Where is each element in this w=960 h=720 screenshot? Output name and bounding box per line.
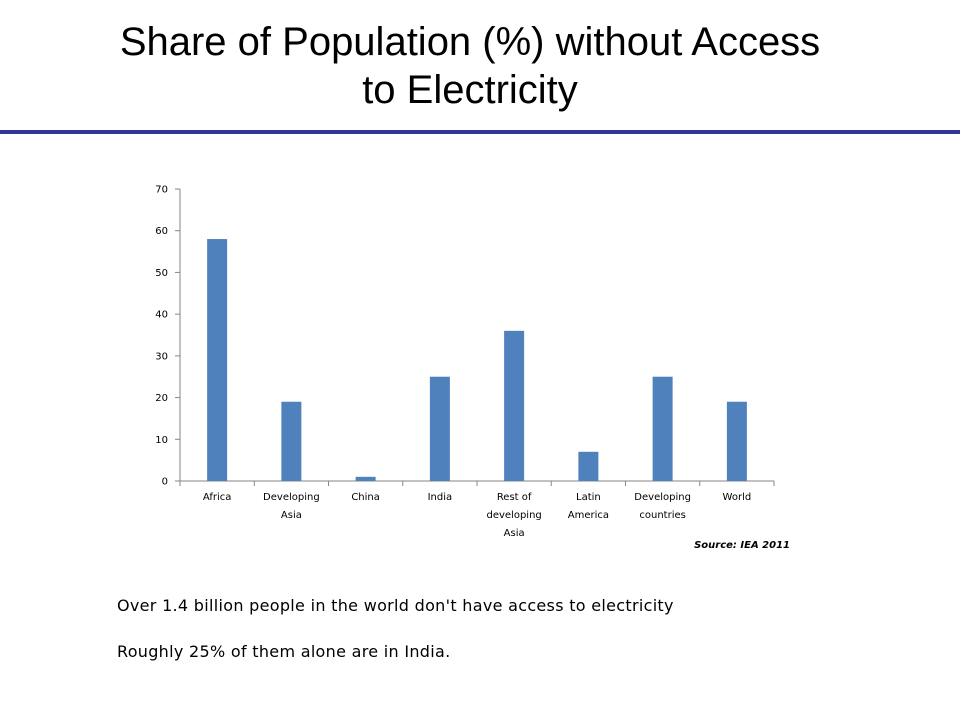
y-tick-label: 0 bbox=[162, 477, 168, 488]
slide-title: Share of Population (%) without Access t… bbox=[0, 18, 940, 114]
bar bbox=[281, 401, 302, 481]
y-tick-label: 70 bbox=[155, 185, 168, 196]
x-category-label: America bbox=[568, 510, 609, 521]
x-category-label: World bbox=[723, 492, 752, 503]
x-category-label: Asia bbox=[504, 528, 525, 539]
x-category-label: countries bbox=[639, 510, 685, 521]
x-category-label: China bbox=[351, 492, 380, 503]
x-category-label: Developing bbox=[634, 492, 691, 503]
x-category-label: Latin bbox=[576, 492, 601, 503]
x-category-label: Rest of bbox=[497, 492, 532, 503]
x-category-label: Africa bbox=[203, 492, 232, 503]
x-category-label: India bbox=[428, 492, 453, 503]
note-india: Roughly 25% of them alone are in India. bbox=[117, 642, 451, 661]
y-tick-label: 50 bbox=[155, 268, 168, 279]
y-tick-label: 30 bbox=[155, 351, 168, 362]
y-tick-label: 40 bbox=[155, 310, 168, 321]
bar bbox=[726, 401, 747, 481]
x-category-label: developing bbox=[486, 510, 541, 521]
bar-chart: 0 10 20 30 40 50 60 70 Africa Developing Asia China… bbox=[155, 185, 790, 552]
bar bbox=[429, 376, 450, 481]
title-underline bbox=[0, 130, 960, 134]
title-line-2: to Electricity bbox=[362, 68, 578, 112]
x-category-label: Developing bbox=[263, 492, 320, 503]
bar bbox=[504, 330, 525, 481]
y-tick-label: 60 bbox=[155, 226, 168, 237]
bar bbox=[207, 239, 228, 481]
chart-source: Source: IEA 2011 bbox=[694, 540, 790, 551]
note-population: Over 1.4 billion people in the world don… bbox=[117, 596, 674, 615]
title-line-1: Share of Population (%) without Access bbox=[119, 20, 821, 64]
y-tick-label: 20 bbox=[155, 393, 168, 404]
bar bbox=[652, 376, 673, 481]
x-category-label: Asia bbox=[281, 510, 302, 521]
y-tick-label: 10 bbox=[155, 435, 168, 446]
bar bbox=[578, 451, 599, 481]
bar bbox=[355, 476, 376, 481]
